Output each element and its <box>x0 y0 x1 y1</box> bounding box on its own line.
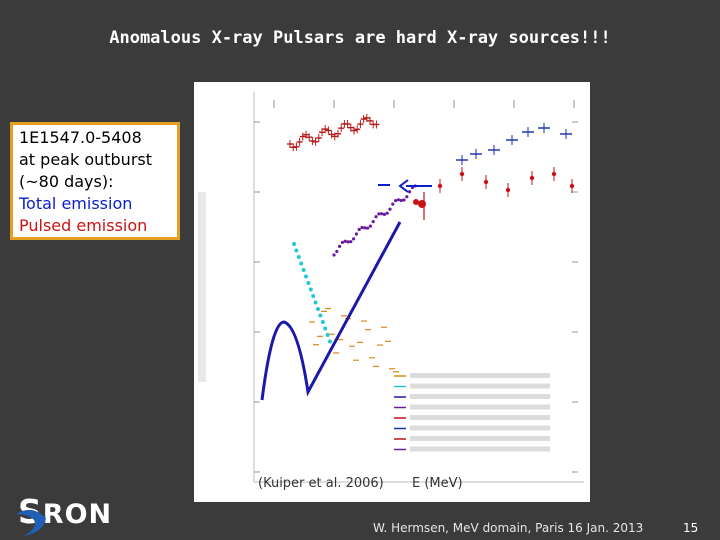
marker-cyan <box>304 274 308 279</box>
page-number: 15 <box>683 521 699 535</box>
marker-purple <box>338 244 342 248</box>
logo-swoosh-icon <box>16 509 46 536</box>
marker-cyan <box>325 333 330 337</box>
marker-purple <box>405 195 409 199</box>
marker-cyan <box>328 339 332 344</box>
x-axis-label: E (MeV) <box>412 476 463 491</box>
legend-entry-text-band <box>410 373 550 378</box>
marker-red-big <box>418 200 426 208</box>
marker-purple <box>391 202 395 206</box>
marker-cyan <box>301 268 306 272</box>
callout-line-peak: at peak outburst <box>19 150 153 169</box>
callout-line-days: (~80 days): <box>19 172 114 191</box>
legend-entry-text-band <box>410 415 550 420</box>
marker-purple <box>385 211 389 215</box>
legend-entry-text-band <box>410 446 550 452</box>
callout-line-total: Total emission <box>19 194 133 213</box>
marker-cyan <box>292 242 296 246</box>
marker-purple <box>360 225 364 230</box>
callout-line-source: 1E1547.0-5408 <box>19 128 142 147</box>
marker-purple <box>352 237 356 241</box>
legend-entry-text-band <box>410 383 550 389</box>
y-axis-label-band <box>198 192 206 382</box>
marker-cyan <box>320 320 325 324</box>
spectrum-plot <box>198 92 584 483</box>
marker-purple <box>332 253 336 257</box>
arrow-left-icon <box>398 179 409 193</box>
callout-box: 1E1547.0-5408 at peak outburst (~80 days… <box>10 122 180 240</box>
marker-cyan <box>296 255 301 259</box>
marker-purple <box>377 212 381 216</box>
marker-purple <box>396 198 400 202</box>
marker-purple <box>408 190 412 194</box>
spectrum-figure <box>194 82 590 502</box>
marker-purple <box>363 226 367 230</box>
marker-cyan <box>316 307 320 311</box>
marker-purple <box>340 240 344 245</box>
callout-line-pulsed: Pulsed emission <box>19 216 148 235</box>
figure-credit: (Kuiper et al. 2006) <box>258 476 384 491</box>
marker-cyan <box>308 287 313 292</box>
marker-purple <box>368 224 372 228</box>
marker-purple <box>371 220 375 224</box>
marker-purple <box>357 227 361 232</box>
marker-purple <box>394 199 398 203</box>
marker-cyan <box>318 313 323 318</box>
marker-purple <box>382 212 386 216</box>
marker-cyan <box>323 326 328 331</box>
slide-title: Anomalous X-ray Pulsars are hard X-ray s… <box>109 28 611 48</box>
marker-purple <box>354 232 358 236</box>
marker-cyan <box>311 294 316 298</box>
marker-purple <box>402 198 406 202</box>
marker-red-big <box>413 199 419 205</box>
legend-entry-text-band <box>410 436 550 441</box>
marker-purple <box>343 239 347 243</box>
marker-purple <box>349 240 353 244</box>
footer-citation: W. Hermsen, MeV domain, Paris 16 Jan. 20… <box>373 521 644 535</box>
logo-text: RON <box>42 499 113 530</box>
marker-purple <box>388 207 392 211</box>
marker-purple <box>335 249 339 254</box>
sketched-spectrum-curve <box>260 221 402 401</box>
marker-purple <box>380 212 384 216</box>
marker-purple <box>399 198 403 203</box>
marker-cyan <box>313 300 318 305</box>
marker-cyan <box>299 261 304 266</box>
marker-cyan <box>306 281 311 285</box>
marker-purple <box>346 240 350 244</box>
marker-purple <box>366 226 370 230</box>
legend-entry-text-band <box>410 425 550 431</box>
marker-purple <box>374 215 378 219</box>
marker-cyan <box>294 248 299 253</box>
legend-entry-text-band <box>410 404 550 410</box>
legend-entry-text-band <box>410 394 550 399</box>
